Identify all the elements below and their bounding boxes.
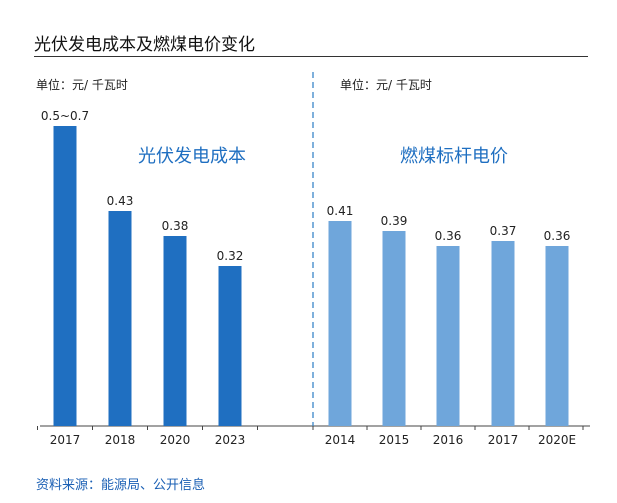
left-x-tick-label: 2018	[105, 433, 136, 447]
right-bar	[328, 221, 352, 426]
right-bar	[382, 231, 406, 426]
left-x-tick-label: 2023	[215, 433, 246, 447]
right-unit-label: 单位：元/ 千瓦时	[340, 78, 432, 92]
title-rule	[34, 56, 588, 57]
left-data-label: 0.43	[107, 194, 134, 208]
right-bar	[545, 246, 569, 426]
right-data-label: 0.39	[381, 214, 408, 228]
right-data-label: 0.41	[327, 204, 354, 218]
source-note: 资料来源：能源局、公开信息	[36, 478, 206, 493]
left-data-label: 0.38	[162, 219, 189, 233]
left-data-label: 0.32	[217, 249, 244, 263]
right-x-tick-label: 2014	[325, 433, 356, 447]
right-x-tick-label: 2016	[433, 433, 464, 447]
left-data-label: 0.5~0.7	[41, 109, 89, 123]
right-bar	[436, 246, 460, 426]
left-bar	[218, 266, 242, 426]
left-unit-label: 单位：元/ 千瓦时	[36, 78, 128, 92]
right-data-label: 0.36	[435, 229, 462, 243]
left-panel-title: 光伏发电成本	[138, 146, 246, 167]
right-panel-title: 燃煤标杆电价	[400, 146, 508, 167]
right-x-tick-label: 2015	[379, 433, 410, 447]
right-x-tick-label: 2020E	[538, 433, 576, 447]
right-x-tick-label: 2017	[488, 433, 519, 447]
right-data-label: 0.37	[490, 224, 517, 238]
chart-title: 光伏发电成本及燃煤电价变化	[34, 35, 255, 55]
left-x-tick-label: 2020	[160, 433, 191, 447]
left-bar	[53, 126, 77, 426]
left-bar	[108, 211, 132, 426]
right-data-label: 0.36	[544, 229, 571, 243]
left-bar	[163, 236, 187, 426]
left-x-tick-label: 2017	[50, 433, 81, 447]
right-bar	[491, 241, 515, 426]
